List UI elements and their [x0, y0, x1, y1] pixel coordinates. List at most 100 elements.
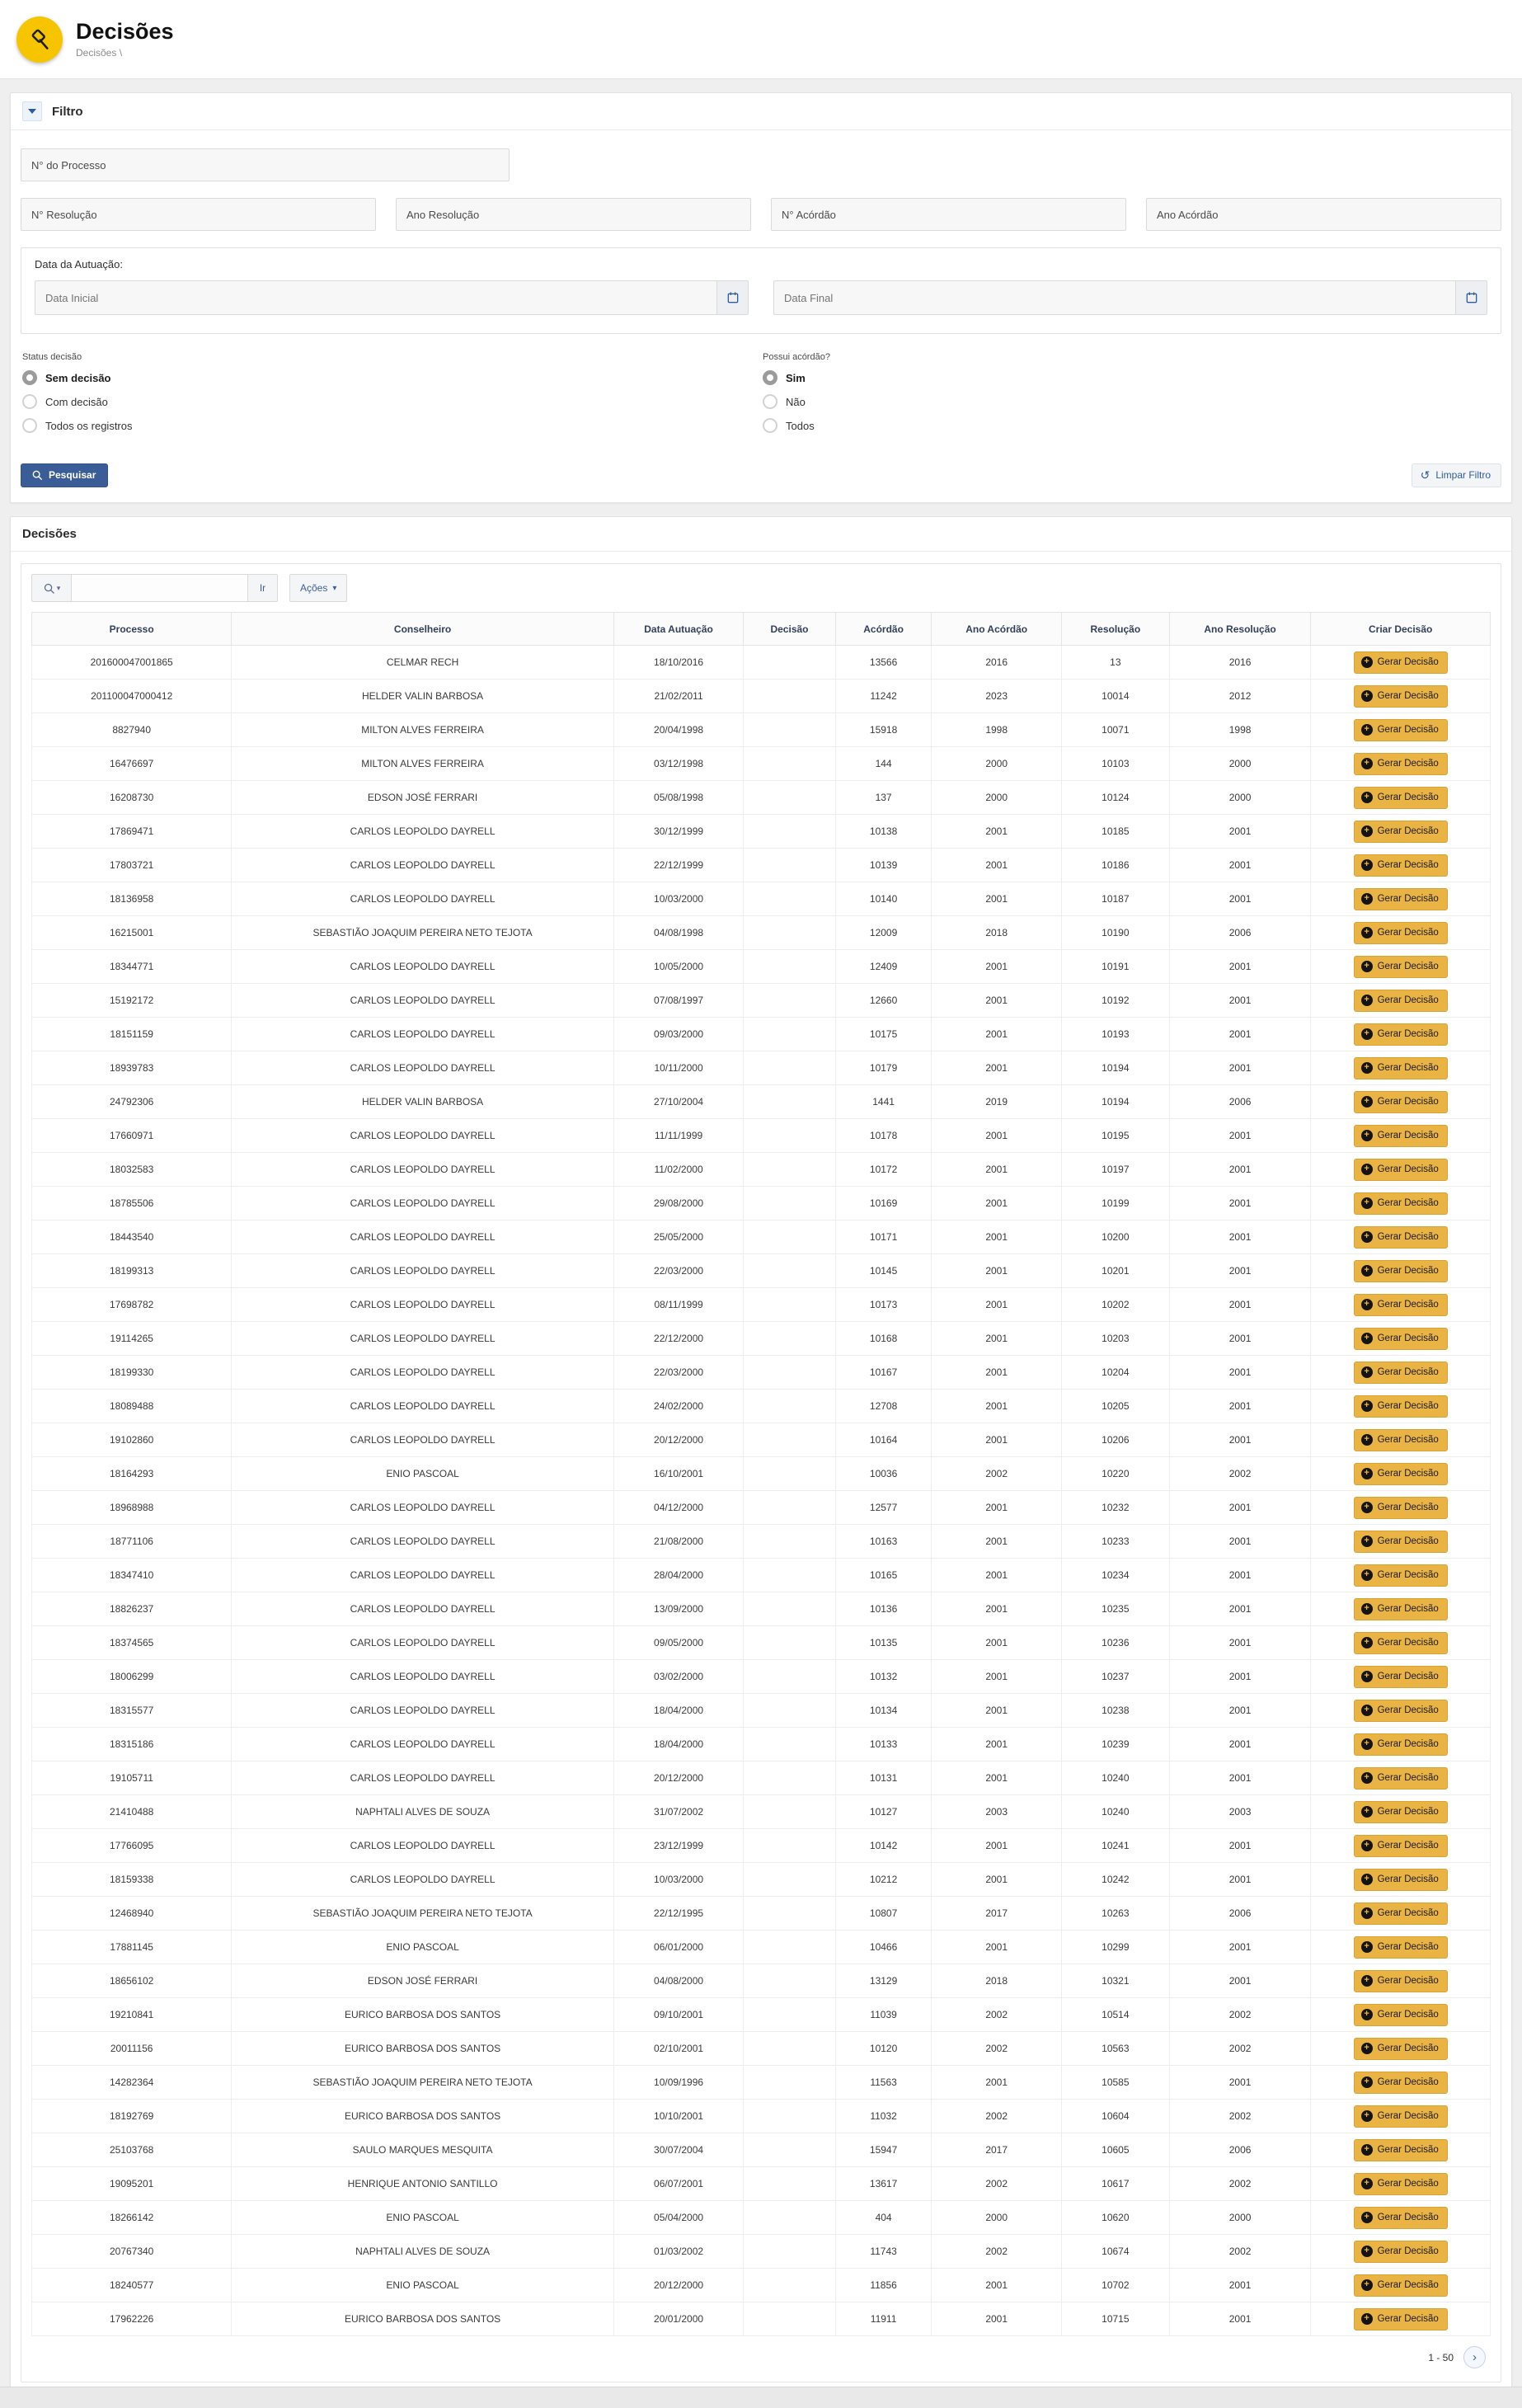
gerar-decisao-button[interactable]: + Gerar Decisão [1353, 1665, 1448, 1688]
gerar-decisao-button[interactable]: + Gerar Decisão [1353, 921, 1448, 944]
radio-unselected-icon[interactable] [22, 394, 37, 409]
gerar-decisao-button[interactable]: + Gerar Decisão [1353, 887, 1448, 910]
report-search-options-button[interactable]: ▾ [31, 574, 71, 602]
limpar-filtro-button[interactable]: ↺ Limpar Filtro [1411, 463, 1501, 487]
gerar-decisao-label: Gerar Decisão [1377, 758, 1439, 769]
gerar-decisao-button[interactable]: + Gerar Decisão [1353, 1394, 1448, 1418]
report-search-input[interactable] [71, 574, 248, 602]
pesquisar-button[interactable]: Pesquisar [21, 463, 109, 487]
processo-input[interactable] [21, 148, 510, 181]
gerar-decisao-button[interactable]: + Gerar Decisão [1353, 1090, 1448, 1113]
num-resolucao-input[interactable] [21, 198, 376, 231]
cell-criar-decisao: + Gerar Decisão [1310, 1220, 1491, 1254]
num-acordao-input[interactable] [771, 198, 1126, 231]
gerar-decisao-button[interactable]: + Gerar Decisão [1353, 651, 1448, 674]
radio-selected-icon[interactable] [763, 370, 777, 385]
gerar-decisao-button[interactable]: + Gerar Decisão [1353, 2274, 1448, 2297]
cell-ano-acordao: 2001 [931, 1389, 1062, 1423]
radio-option[interactable]: Sem decisão [22, 370, 761, 385]
ano-resolucao-input[interactable] [396, 198, 751, 231]
gerar-decisao-button[interactable]: + Gerar Decisão [1353, 1597, 1448, 1620]
column-header[interactable]: Ano Acórdão [931, 612, 1062, 646]
gerar-decisao-label: Gerar Decisão [1377, 825, 1439, 836]
gerar-decisao-button[interactable]: + Gerar Decisão [1353, 1733, 1448, 1756]
gerar-decisao-button[interactable]: + Gerar Decisão [1353, 1023, 1448, 1046]
gerar-decisao-button[interactable]: + Gerar Decisão [1353, 2037, 1448, 2060]
gerar-decisao-button[interactable]: + Gerar Decisão [1353, 1428, 1448, 1451]
gerar-decisao-button[interactable]: + Gerar Decisão [1353, 955, 1448, 978]
gerar-decisao-button[interactable]: + Gerar Decisão [1353, 1699, 1448, 1722]
gerar-decisao-button[interactable]: + Gerar Decisão [1353, 1834, 1448, 1857]
gerar-decisao-button[interactable]: + Gerar Decisão [1353, 1800, 1448, 1823]
gerar-decisao-button[interactable]: + Gerar Decisão [1353, 786, 1448, 809]
radio-option[interactable]: Sim [763, 370, 1501, 385]
gerar-decisao-button[interactable]: + Gerar Decisão [1353, 2240, 1448, 2263]
gerar-decisao-button[interactable]: + Gerar Decisão [1353, 1935, 1448, 1959]
radio-option[interactable]: Com decisão [22, 394, 761, 409]
gerar-decisao-button[interactable]: + Gerar Decisão [1353, 854, 1448, 877]
gerar-decisao-button[interactable]: + Gerar Decisão [1353, 2138, 1448, 2161]
gerar-decisao-button[interactable]: + Gerar Decisão [1353, 1564, 1448, 1587]
cell-ano-acordao: 1998 [931, 713, 1062, 747]
column-header[interactable]: Data Autuação [613, 612, 745, 646]
gerar-decisao-button[interactable]: + Gerar Decisão [1353, 1124, 1448, 1147]
gerar-decisao-button[interactable]: + Gerar Decisão [1353, 684, 1448, 708]
gerar-decisao-button[interactable]: + Gerar Decisão [1353, 1766, 1448, 1790]
gerar-decisao-button[interactable]: + Gerar Decisão [1353, 1056, 1448, 1079]
gerar-decisao-button[interactable]: + Gerar Decisão [1353, 1158, 1448, 1181]
cell-conselheiro: ENIO PASCOAL [231, 1930, 614, 1964]
go-button[interactable]: Ir [248, 574, 278, 602]
gerar-decisao-button[interactable]: + Gerar Decisão [1353, 2206, 1448, 2229]
table-row: 19210841 EURICO BARBOSA DOS SANTOS 09/10/2… [31, 1997, 1491, 2032]
column-header[interactable]: Decisão [743, 612, 836, 646]
data-inicial-input[interactable] [35, 281, 716, 314]
column-header[interactable]: Conselheiro [231, 612, 614, 646]
gerar-decisao-button[interactable]: + Gerar Decisão [1353, 2105, 1448, 2128]
data-final-input[interactable] [774, 281, 1455, 314]
gerar-decisao-button[interactable]: + Gerar Decisão [1353, 1969, 1448, 1992]
actions-menu-button[interactable]: Ações ▾ [289, 574, 348, 602]
calendar-icon[interactable] [1455, 281, 1487, 314]
column-header[interactable]: Resolução [1060, 612, 1170, 646]
gerar-decisao-button[interactable]: + Gerar Decisão [1353, 1530, 1448, 1553]
cell-criar-decisao: + Gerar Decisão [1310, 1558, 1491, 1592]
radio-option[interactable]: Não [763, 394, 1501, 409]
radio-unselected-icon[interactable] [763, 394, 777, 409]
gerar-decisao-button[interactable]: + Gerar Decisão [1353, 1327, 1448, 1350]
gerar-decisao-button[interactable]: + Gerar Decisão [1353, 1361, 1448, 1384]
gerar-decisao-button[interactable]: + Gerar Decisão [1353, 820, 1448, 843]
gerar-decisao-button[interactable]: + Gerar Decisão [1353, 1868, 1448, 1891]
breadcrumb[interactable]: Decisões \ [76, 47, 123, 59]
gerar-decisao-label: Gerar Decisão [1377, 1536, 1439, 1546]
gerar-decisao-button[interactable]: + Gerar Decisão [1353, 752, 1448, 775]
calendar-icon[interactable] [716, 281, 748, 314]
radio-option[interactable]: Todos os registros [22, 418, 761, 433]
gerar-decisao-button[interactable]: + Gerar Decisão [1353, 1192, 1448, 1215]
gerar-decisao-button[interactable]: + Gerar Decisão [1353, 1293, 1448, 1316]
gerar-decisao-button[interactable]: + Gerar Decisão [1353, 1902, 1448, 1925]
gerar-decisao-button[interactable]: + Gerar Decisão [1353, 2172, 1448, 2195]
plus-circle-icon: + [1360, 1332, 1373, 1344]
filter-collapse-button[interactable] [22, 101, 42, 121]
gerar-decisao-button[interactable]: + Gerar Decisão [1353, 2071, 1448, 2094]
column-header[interactable]: Ano Resolução [1168, 612, 1312, 646]
gerar-decisao-button[interactable]: + Gerar Decisão [1353, 1259, 1448, 1282]
gerar-decisao-button[interactable]: + Gerar Decisão [1353, 2307, 1448, 2330]
gerar-decisao-button[interactable]: + Gerar Decisão [1353, 2003, 1448, 2026]
plus-circle-icon: + [1360, 994, 1373, 1006]
gerar-decisao-button[interactable]: + Gerar Decisão [1353, 1496, 1448, 1519]
column-header[interactable]: Acórdão [834, 612, 932, 646]
gerar-decisao-button[interactable]: + Gerar Decisão [1353, 718, 1448, 741]
radio-unselected-icon[interactable] [763, 418, 777, 433]
column-header[interactable]: Criar Decisão [1310, 612, 1491, 646]
radio-option[interactable]: Todos [763, 418, 1501, 433]
radio-selected-icon[interactable] [22, 370, 37, 385]
radio-unselected-icon[interactable] [22, 418, 37, 433]
gerar-decisao-button[interactable]: + Gerar Decisão [1353, 989, 1448, 1012]
ano-acordao-input[interactable] [1146, 198, 1501, 231]
gerar-decisao-button[interactable]: + Gerar Decisão [1353, 1225, 1448, 1249]
next-page-button[interactable]: › [1463, 2346, 1486, 2368]
gerar-decisao-button[interactable]: + Gerar Decisão [1353, 1631, 1448, 1654]
gerar-decisao-button[interactable]: + Gerar Decisão [1353, 1462, 1448, 1485]
column-header[interactable]: Processo [31, 612, 233, 646]
